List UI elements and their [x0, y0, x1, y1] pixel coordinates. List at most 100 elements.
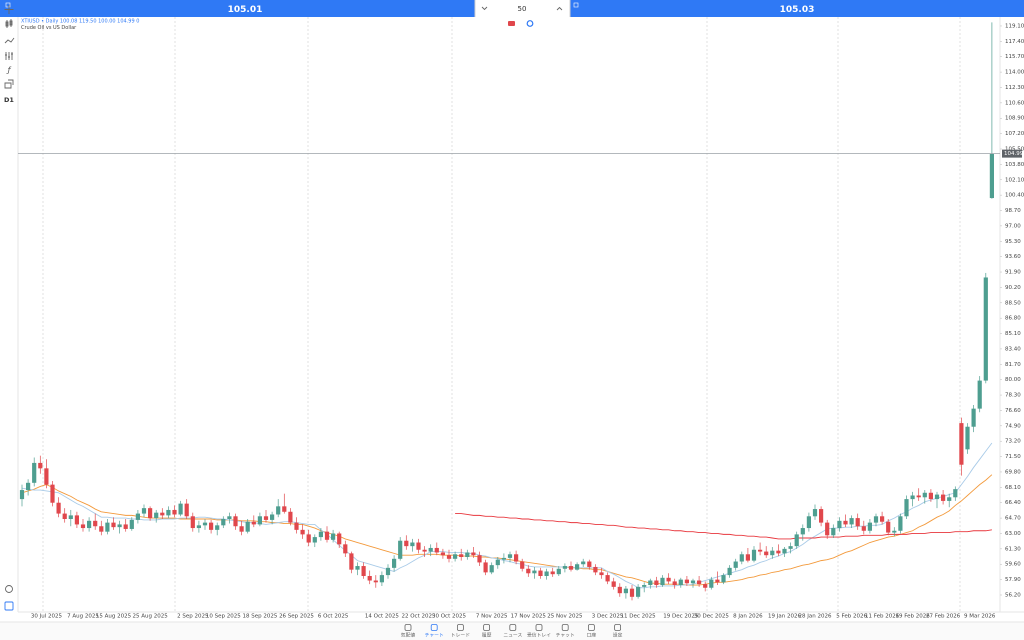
candle-body — [751, 549, 757, 561]
bid-price[interactable]: 105.01 — [228, 5, 263, 15]
nav-icon — [561, 624, 569, 631]
y-tick-label: 81.70 — [1005, 362, 1021, 368]
x-tick-label: 22 Oct 2025 — [401, 614, 436, 620]
candle-body — [129, 519, 134, 529]
volume-down[interactable] — [481, 6, 488, 11]
candle-body — [141, 508, 147, 514]
nav-item[interactable]: 受信トレイ — [527, 624, 551, 639]
candle-body — [26, 482, 31, 491]
function-tool[interactable]: ƒ — [6, 66, 12, 75]
candle-body — [453, 554, 458, 559]
candle-body — [922, 492, 927, 498]
candle-body — [68, 515, 73, 520]
candle-body — [477, 555, 482, 563]
left-toolbar: ƒ D1 — [4, 5, 15, 611]
candle-body — [379, 575, 384, 583]
candle-body — [764, 551, 769, 556]
candle-body — [599, 572, 604, 576]
moving-average — [455, 513, 992, 540]
candle-body — [629, 588, 635, 597]
nav-item[interactable]: チャット — [556, 624, 575, 639]
candle-body — [959, 423, 964, 465]
candle-body — [306, 534, 311, 543]
x-tick-label: 11 Dec 2025 — [621, 614, 657, 620]
candle-body — [105, 522, 110, 532]
ask-price[interactable]: 105.03 — [780, 5, 815, 15]
nav-icon — [430, 624, 438, 631]
history-tool[interactable] — [5, 585, 13, 593]
y-tick-label: 64.70 — [1005, 516, 1021, 522]
nav-item[interactable]: 口座 — [587, 624, 597, 639]
nav-item[interactable]: 設定 — [613, 624, 623, 639]
nav-item[interactable]: 履歴 — [482, 624, 492, 639]
x-tick-label: 19 Jan 2026 — [768, 614, 801, 620]
candle-body — [715, 579, 720, 583]
volume-up[interactable] — [556, 6, 563, 11]
candle-body — [410, 542, 415, 547]
candle-body — [910, 495, 915, 500]
candle-body — [355, 566, 360, 570]
y-tick-label: 78.30 — [1005, 393, 1021, 399]
candle-body — [825, 522, 830, 536]
y-tick-label: 88.50 — [1005, 300, 1021, 306]
timeframe[interactable]: D1 — [4, 96, 14, 104]
candle-body — [471, 552, 476, 556]
objects-tool[interactable] — [4, 79, 14, 89]
candle-body — [288, 511, 293, 523]
nav-icon — [456, 624, 464, 631]
nav-item[interactable]: トレード — [451, 624, 470, 639]
month-separators — [42, 17, 961, 612]
volume[interactable]: 50 — [518, 5, 527, 13]
candle-body — [636, 586, 641, 597]
nav-item[interactable]: ニュース — [503, 624, 522, 639]
candle-body — [977, 380, 982, 409]
candle-body — [593, 566, 598, 573]
y-tick-label: 57.90 — [1005, 577, 1021, 583]
candle-body — [331, 533, 336, 540]
candle-body — [733, 561, 738, 568]
price-badge — [1002, 149, 1022, 158]
y-tick-label: 73.20 — [1005, 439, 1021, 445]
y-tick-label: 59.60 — [1005, 562, 1021, 568]
candle-body — [538, 570, 543, 576]
flag-icon[interactable] — [508, 21, 515, 26]
y-tick-label: 86.80 — [1005, 316, 1021, 322]
candle-body — [184, 503, 189, 517]
candle-body — [983, 277, 988, 381]
nav-item[interactable]: チャート — [425, 624, 444, 639]
candle-body — [800, 528, 805, 535]
candle-body — [495, 559, 500, 566]
y-tick-label: 71.50 — [1005, 454, 1021, 460]
nav-label: 気配値 — [401, 632, 416, 639]
candle-body — [666, 577, 671, 582]
candle-body — [446, 555, 452, 559]
volume-box[interactable] — [475, 0, 570, 17]
indicator-tool[interactable] — [5, 52, 13, 60]
line-tool[interactable] — [4, 37, 15, 44]
candle-body — [819, 509, 824, 523]
sell-icon[interactable] — [5, 2, 11, 8]
x-tick-label: 30 Oct 2025 — [432, 614, 467, 620]
x-tick-label: 8 Jan 2026 — [733, 614, 763, 620]
y-tick-label: 98.70 — [1005, 208, 1021, 214]
x-tick-label: 30 Dec 2025 — [694, 614, 730, 620]
nav-item[interactable]: 気配値 — [401, 624, 416, 639]
y-tick-label: 95.30 — [1005, 239, 1021, 245]
layout-tool[interactable] — [4, 601, 14, 611]
candle-body — [50, 484, 55, 503]
candle-body — [361, 566, 366, 576]
candle-body — [373, 580, 378, 583]
candle-body — [886, 521, 891, 533]
chart-type-tool[interactable] — [5, 19, 13, 28]
currency-icon[interactable] — [526, 20, 534, 27]
candle-body — [404, 540, 409, 547]
crosshair-tool[interactable] — [4, 5, 14, 14]
candle-body — [87, 520, 92, 529]
x-tick-label: 19 Feb 2026 — [895, 614, 930, 620]
candle-body — [196, 525, 201, 529]
x-tick-label: 17 Nov 2025 — [511, 614, 547, 620]
y-tick-label: 107.20 — [1005, 131, 1024, 137]
buy-icon[interactable] — [573, 2, 579, 8]
candle-body — [263, 516, 269, 520]
y-tick-label: 114.00 — [1005, 70, 1024, 76]
